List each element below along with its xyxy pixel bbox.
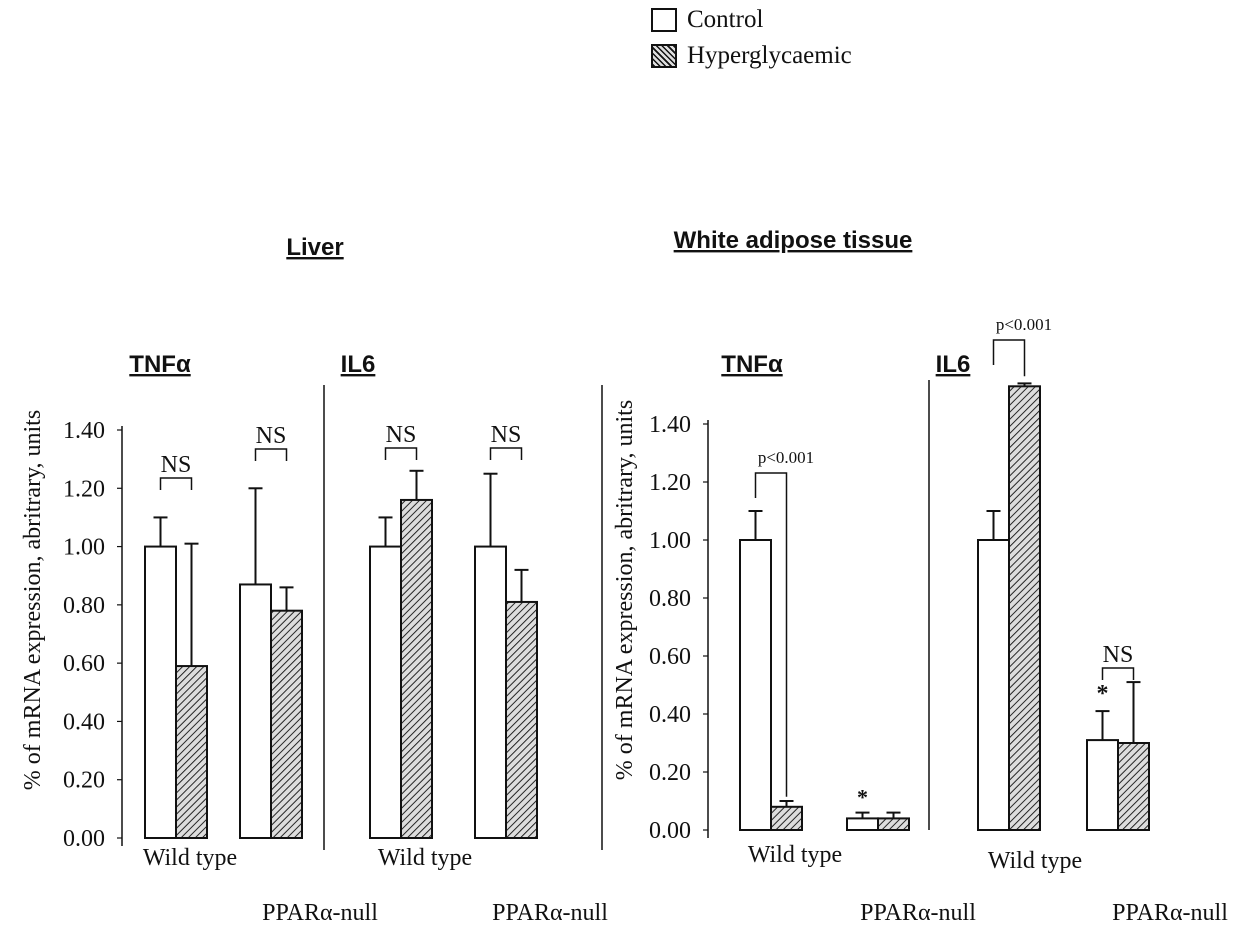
liver-gene-header-tnfa: TNFα	[129, 351, 191, 378]
wat-significance-bracket	[992, 339, 1026, 377]
wat-y-tick-label: 0.80	[649, 586, 691, 612]
liver-bar-hyperglycaemic	[505, 600, 538, 840]
liver-significance-label: NS	[256, 423, 287, 449]
liver-y-tick-label: 0.20	[63, 768, 105, 794]
liver-bar-control	[144, 545, 177, 839]
wat-significance-label: p<0.001	[758, 448, 814, 467]
liver-y-axis-label: % of mRNA expression, abritrary, units	[20, 410, 46, 790]
wat-gene-header-tnfa: TNFα	[721, 351, 783, 378]
liver-bar-hyperglycaemic	[270, 609, 303, 840]
liver-y-tick-label: 0.40	[63, 709, 105, 735]
liver-significance-label: NS	[161, 452, 192, 478]
wat-significance-star: *	[1097, 681, 1109, 707]
liver-significance-label: NS	[386, 422, 417, 448]
wat-bar-control	[739, 539, 772, 831]
wat-y-tick-label: 1.40	[649, 412, 691, 438]
liver-y-tick-label: 0.80	[63, 593, 105, 619]
liver-y-tick-label: 1.00	[63, 535, 105, 561]
wat-significance-label: p<0.001	[996, 315, 1052, 334]
wat-gene-header-il6: IL6	[936, 351, 971, 378]
liver-genotype-label: Wild type	[378, 845, 472, 871]
wat-y-axis-label: % of mRNA expression, abritrary, units	[612, 400, 638, 780]
wat-significance-bracket	[1101, 667, 1135, 680]
wat-y-tick-label: 1.00	[649, 528, 691, 554]
wat-bar-hyperglycaemic	[1117, 742, 1150, 831]
liver-y-tick-label: 1.20	[63, 476, 105, 502]
legend-swatch-control	[651, 8, 677, 32]
liver-bar-control	[239, 583, 272, 840]
liver-gene-header-il6: IL6	[341, 351, 376, 378]
wat-bar-hyperglycaemic	[877, 817, 910, 832]
wat-significance-star: *	[857, 785, 868, 810]
liver-significance-label: NS	[491, 422, 522, 448]
liver-y-tick-label: 0.00	[63, 826, 105, 852]
wat-genotype-label: PPARα-null	[1112, 900, 1228, 926]
wat-y-tick-label: 0.40	[649, 702, 691, 728]
wat-panel-title: White adipose tissue	[674, 227, 913, 254]
liver-genotype-label: PPARα-null	[262, 900, 378, 926]
liver-bar-control	[474, 545, 507, 839]
legend-label-control: Control	[687, 6, 764, 33]
liver-genotype-label: Wild type	[143, 845, 237, 871]
wat-bar-control	[1086, 739, 1119, 831]
liver-panel-title: Liver	[286, 234, 343, 261]
wat-significance-bracket	[754, 472, 788, 797]
liver-bar-control	[369, 545, 402, 839]
liver-bar-hyperglycaemic	[400, 498, 433, 839]
wat-y-tick-label: 0.20	[649, 760, 691, 786]
liver-bar-hyperglycaemic	[175, 665, 208, 839]
wat-bar-control	[846, 817, 879, 832]
liver-significance-bracket	[489, 447, 523, 460]
legend-item-hyperglycaemic: Hyperglycaemic	[651, 38, 852, 74]
wat-genotype-label: PPARα-null	[860, 900, 976, 926]
wat-y-tick-label: 0.60	[649, 644, 691, 670]
legend: Control Hyperglycaemic	[651, 2, 852, 74]
liver-significance-bracket	[254, 448, 288, 461]
liver-significance-bracket	[159, 477, 193, 490]
wat-significance-label: NS	[1103, 642, 1134, 668]
liver-significance-bracket	[384, 447, 418, 460]
legend-item-control: Control	[651, 2, 852, 38]
wat-bar-control	[977, 539, 1010, 831]
wat-y-tick-label: 1.20	[649, 470, 691, 496]
wat-bar-hyperglycaemic	[1008, 385, 1041, 831]
legend-swatch-hyperglycaemic	[651, 44, 677, 68]
wat-genotype-label: Wild type	[748, 842, 842, 868]
liver-y-tick-label: 0.60	[63, 651, 105, 677]
legend-label-hyperglycaemic: Hyperglycaemic	[687, 42, 852, 69]
wat-y-tick-label: 0.00	[649, 818, 691, 844]
liver-y-tick-label: 1.40	[63, 418, 105, 444]
liver-genotype-label: PPARα-null	[492, 900, 608, 926]
wat-bar-hyperglycaemic	[770, 805, 803, 831]
wat-genotype-label: Wild type	[988, 848, 1082, 874]
